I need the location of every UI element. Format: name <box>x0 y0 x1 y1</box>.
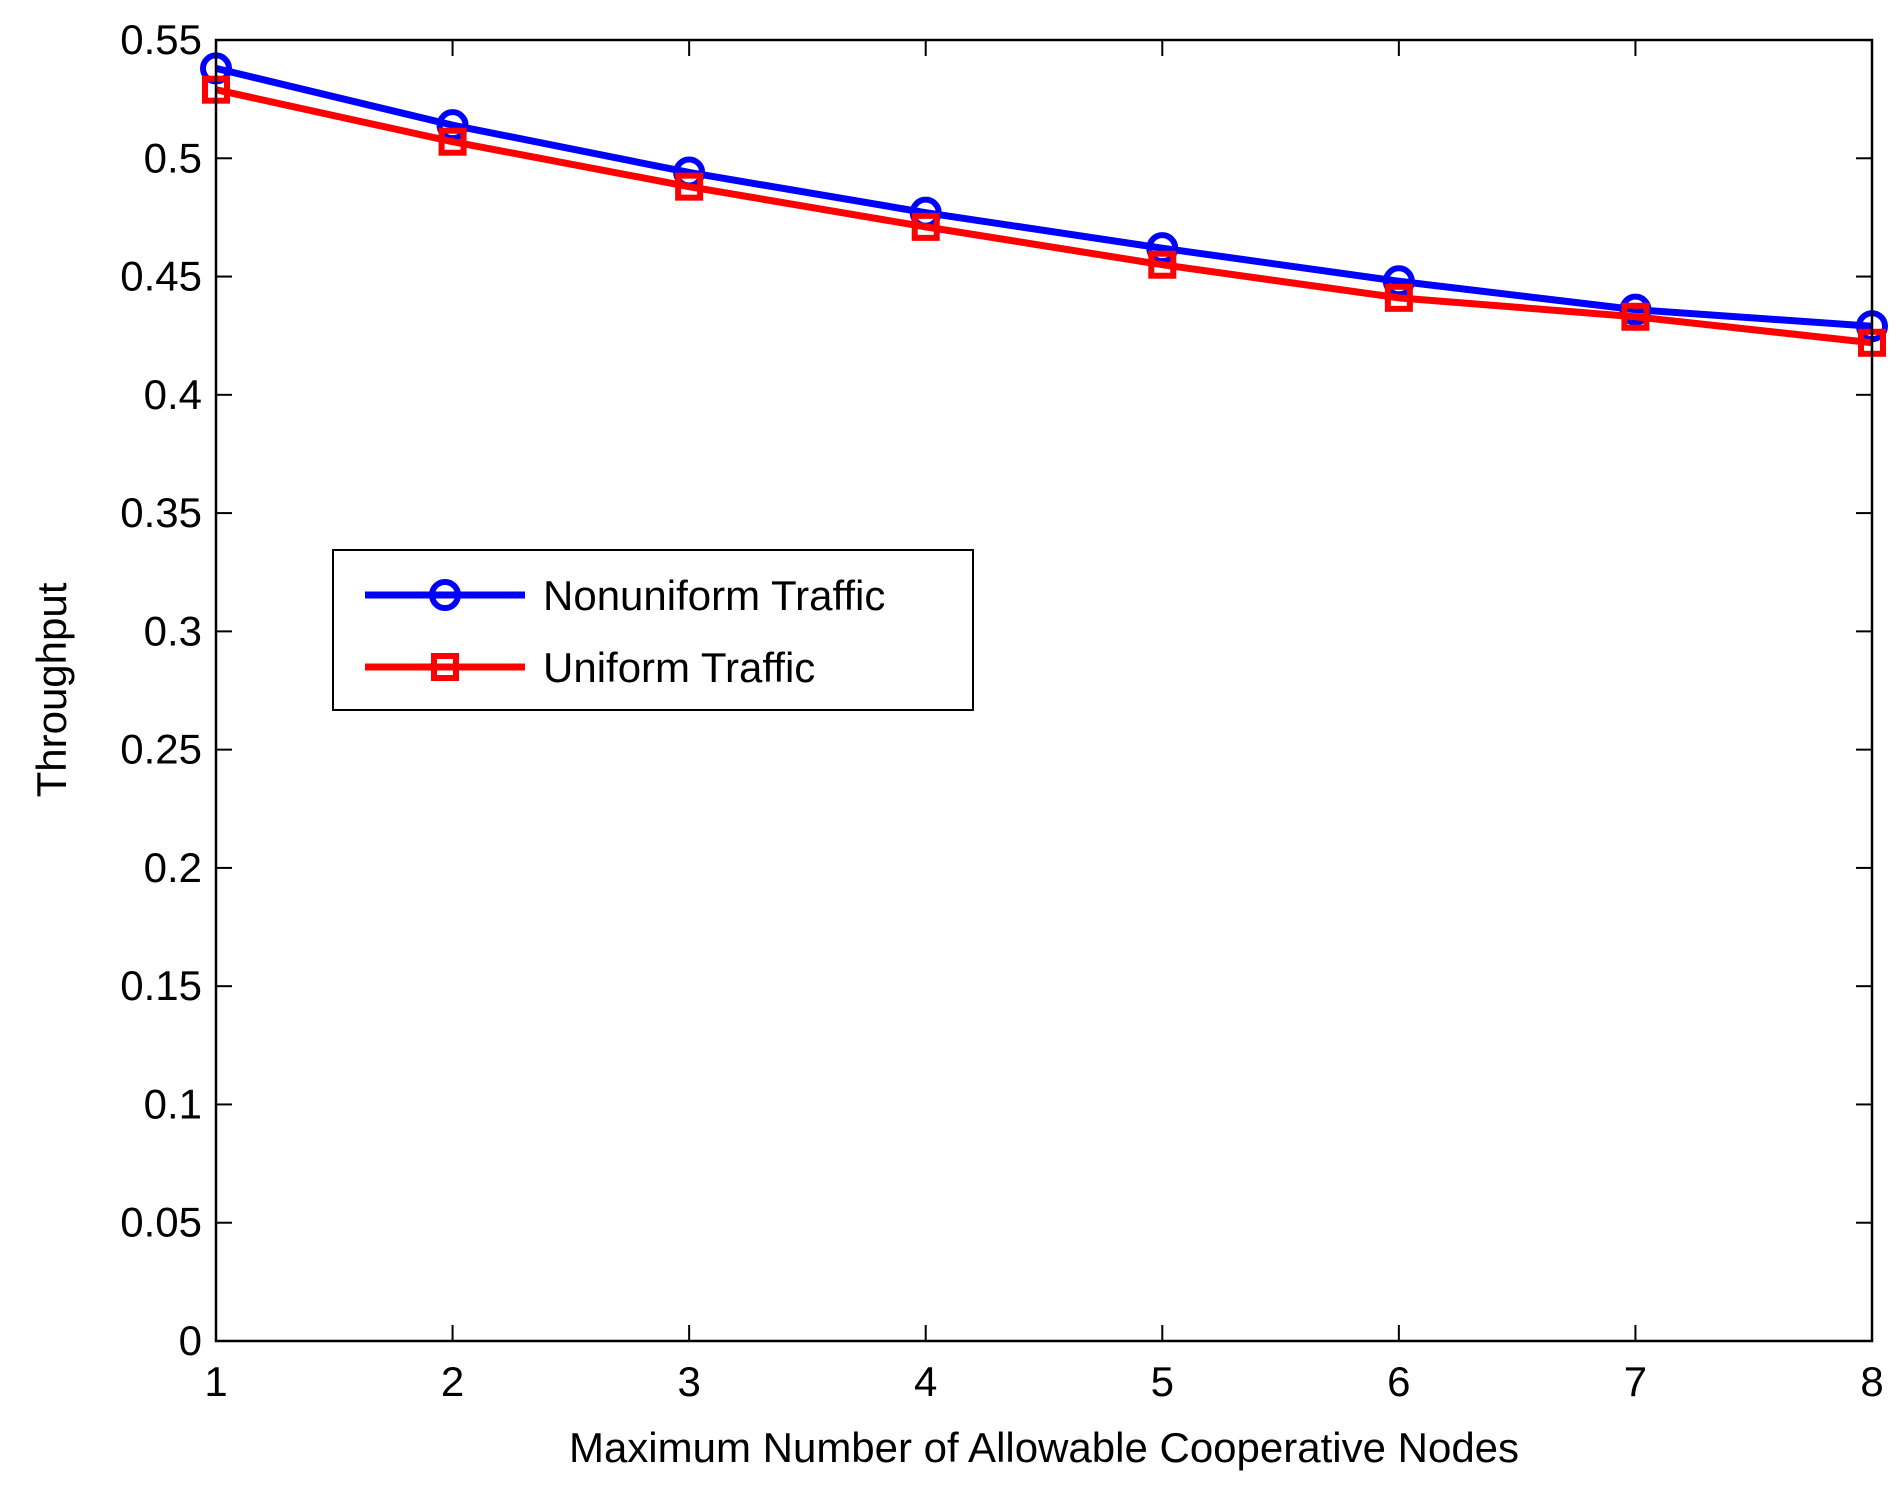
legend-swatch-marker <box>431 653 459 681</box>
x-tick-label: 4 <box>914 1358 937 1405</box>
y-tick-label: 0.5 <box>144 134 202 181</box>
data-point <box>1382 265 1415 298</box>
y-tick-label: 0.45 <box>120 253 202 300</box>
y-axis-label: Throughput <box>28 582 75 797</box>
x-tick-label: 2 <box>441 1358 464 1405</box>
y-tick-label: 0.15 <box>120 962 202 1009</box>
data-point <box>1148 250 1177 279</box>
series-line <box>215 86 1873 347</box>
data-point <box>1384 283 1413 312</box>
legend-label: Uniform Traffic <box>543 644 815 691</box>
x-tick-label: 6 <box>1387 1358 1410 1405</box>
y-tick-label: 0.05 <box>120 1199 202 1246</box>
x-axis-label: Maximum Number of Allowable Cooperative … <box>569 1424 1519 1471</box>
y-tick-label: 0.55 <box>120 16 202 63</box>
y-tick-label: 0.2 <box>144 844 202 891</box>
y-tick-label: 0.3 <box>144 607 202 654</box>
x-tick-label: 3 <box>677 1358 700 1405</box>
x-tick-label: 7 <box>1624 1358 1647 1405</box>
legend-entry: Nonuniform Traffic <box>365 572 885 619</box>
y-tick-label: 0.1 <box>144 1080 202 1127</box>
y-tick-label: 0 <box>179 1317 202 1364</box>
y-tick-label: 0.25 <box>120 726 202 773</box>
plot-frame <box>214 38 1874 1343</box>
data-point <box>1146 232 1179 265</box>
data-point <box>438 127 467 156</box>
legend: Nonuniform Traffic Uniform Traffic <box>332 549 974 711</box>
data-point <box>1621 302 1650 331</box>
tick-labels: 1 2 3 4 5 6 7 8 0 0.05 0.1 0.15 0.2 0.25 0.3 0.35 0.4 0.4… <box>120 16 1883 1405</box>
series-line <box>215 64 1873 330</box>
axis-ticks <box>215 39 1873 1342</box>
legend-entries: Nonuniform Traffic Uniform Traffic <box>365 572 885 691</box>
data-point <box>911 212 940 241</box>
legend-label: Nonuniform Traffic <box>543 572 885 619</box>
legend-swatch-marker <box>429 579 461 611</box>
y-tick-label: 0.35 <box>120 489 202 536</box>
x-tick-label: 1 <box>204 1358 227 1405</box>
x-tick-label: 8 <box>1860 1358 1883 1405</box>
legend-box <box>332 549 974 711</box>
data-point <box>675 172 704 201</box>
x-tick-label: 5 <box>1151 1358 1174 1405</box>
y-tick-label: 0.4 <box>144 371 202 418</box>
legend-entry: Uniform Traffic <box>365 644 815 691</box>
